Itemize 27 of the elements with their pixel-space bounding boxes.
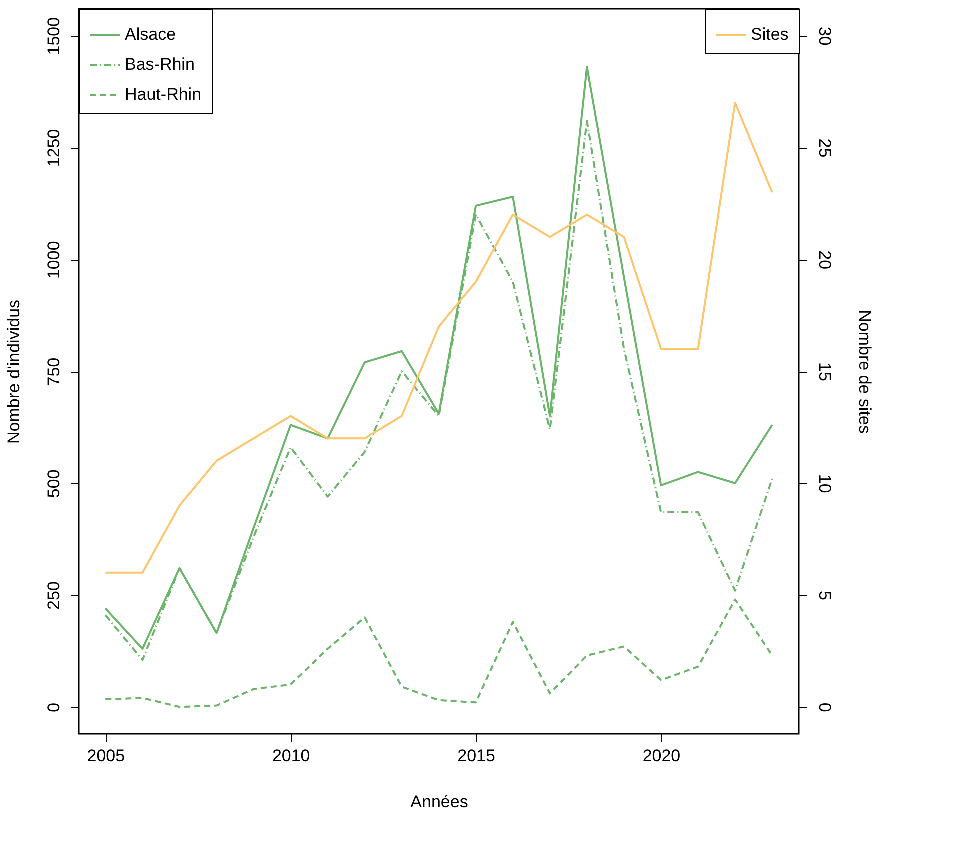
- legend-label: Alsace: [125, 25, 176, 44]
- y2-tick-label: 30: [816, 26, 834, 46]
- y2-axis-title: Nombre de sites: [856, 310, 874, 434]
- y-tick-label: 500: [44, 470, 64, 498]
- y2-tick-label: 0: [816, 702, 834, 712]
- y-tick-label: 1000: [44, 241, 64, 280]
- x-axis-title: Années: [410, 792, 468, 812]
- x-tick-label: 2005: [87, 746, 126, 766]
- x-tick-label: 2015: [458, 746, 496, 766]
- y2-tick-label: 15: [816, 362, 834, 382]
- y-tick-label: 1250: [44, 129, 64, 168]
- y2-tick-label: 20: [816, 250, 834, 270]
- y-tick-label: 250: [44, 582, 64, 610]
- legend-label: Sites: [751, 25, 789, 44]
- y-tick-label: 750: [44, 358, 64, 386]
- x-tick-label: 2020: [642, 746, 681, 766]
- x-tick-label: 2010: [272, 746, 310, 766]
- legend-label: Haut-Rhin: [125, 85, 202, 104]
- line-series: [104, 102, 774, 574]
- y-tick-label: 0: [44, 702, 64, 712]
- y-axis-title: Nombre d'individus: [4, 300, 24, 444]
- y2-tick-label: 5: [816, 591, 834, 600]
- legend-label: Bas-Rhin: [125, 55, 195, 74]
- y2-tick-label: 10: [816, 474, 834, 494]
- line-series: [104, 598, 774, 708]
- y2-tick-label: 25: [816, 138, 834, 158]
- y-tick-label: 1500: [44, 17, 64, 56]
